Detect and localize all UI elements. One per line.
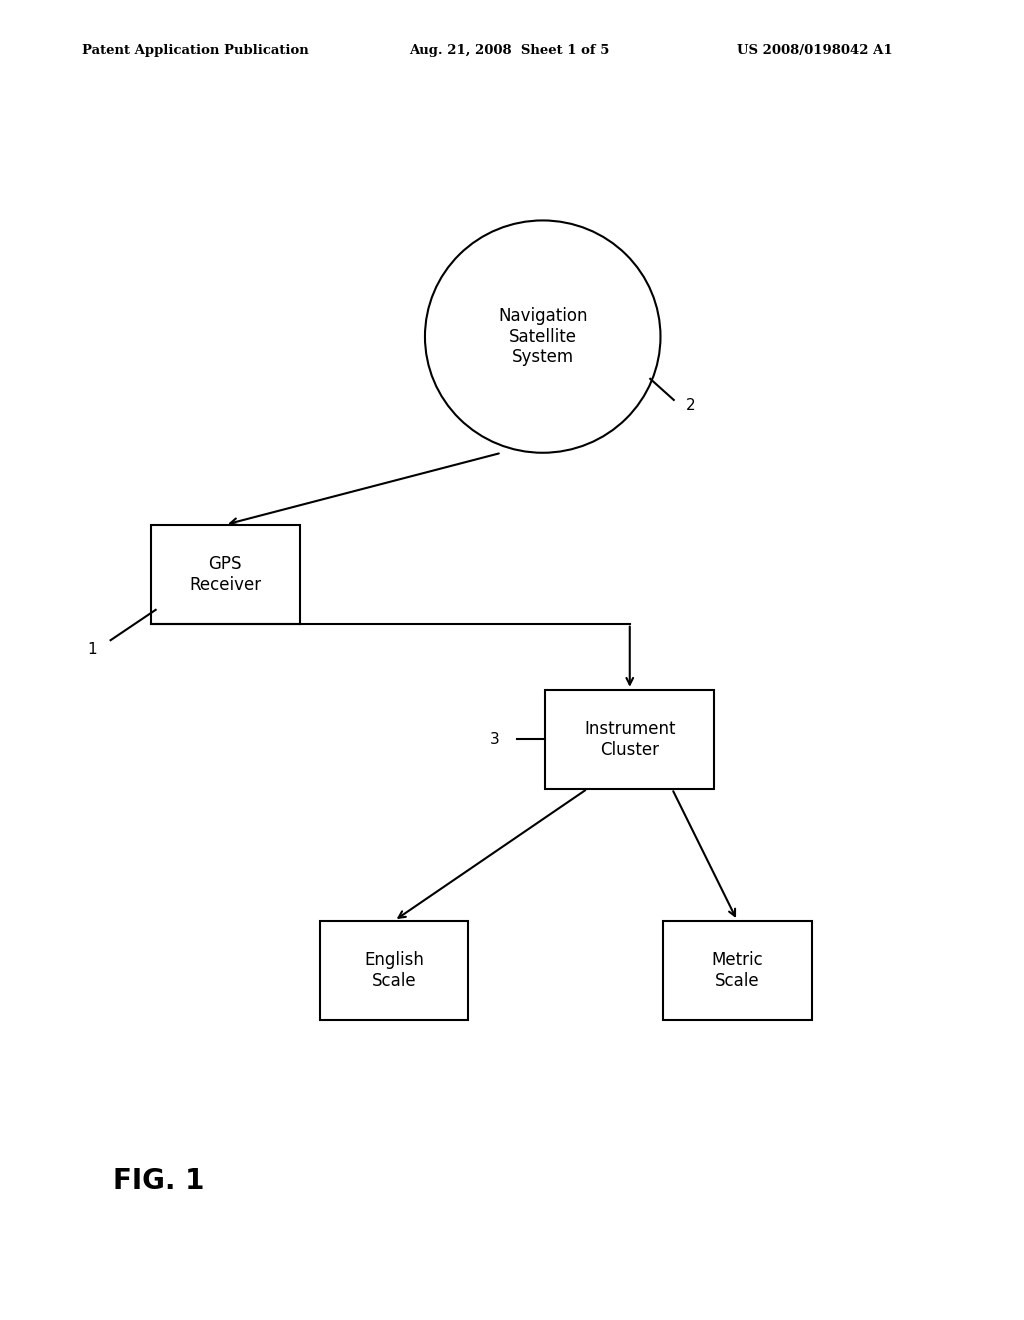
Text: Aug. 21, 2008  Sheet 1 of 5: Aug. 21, 2008 Sheet 1 of 5	[410, 44, 610, 57]
Text: FIG. 1: FIG. 1	[113, 1167, 204, 1196]
Text: GPS
Receiver: GPS Receiver	[189, 554, 261, 594]
FancyBboxPatch shape	[152, 525, 299, 624]
FancyBboxPatch shape	[664, 921, 811, 1019]
Text: Patent Application Publication: Patent Application Publication	[82, 44, 308, 57]
Text: 3: 3	[489, 731, 500, 747]
Text: US 2008/0198042 A1: US 2008/0198042 A1	[737, 44, 893, 57]
Text: Navigation
Satellite
System: Navigation Satellite System	[498, 306, 588, 367]
Text: English
Scale: English Scale	[365, 950, 424, 990]
FancyBboxPatch shape	[545, 689, 715, 788]
FancyBboxPatch shape	[319, 921, 469, 1019]
Text: 1: 1	[88, 642, 97, 657]
Text: Metric
Scale: Metric Scale	[712, 950, 763, 990]
Text: 2: 2	[686, 397, 695, 413]
Text: Instrument
Cluster: Instrument Cluster	[584, 719, 676, 759]
